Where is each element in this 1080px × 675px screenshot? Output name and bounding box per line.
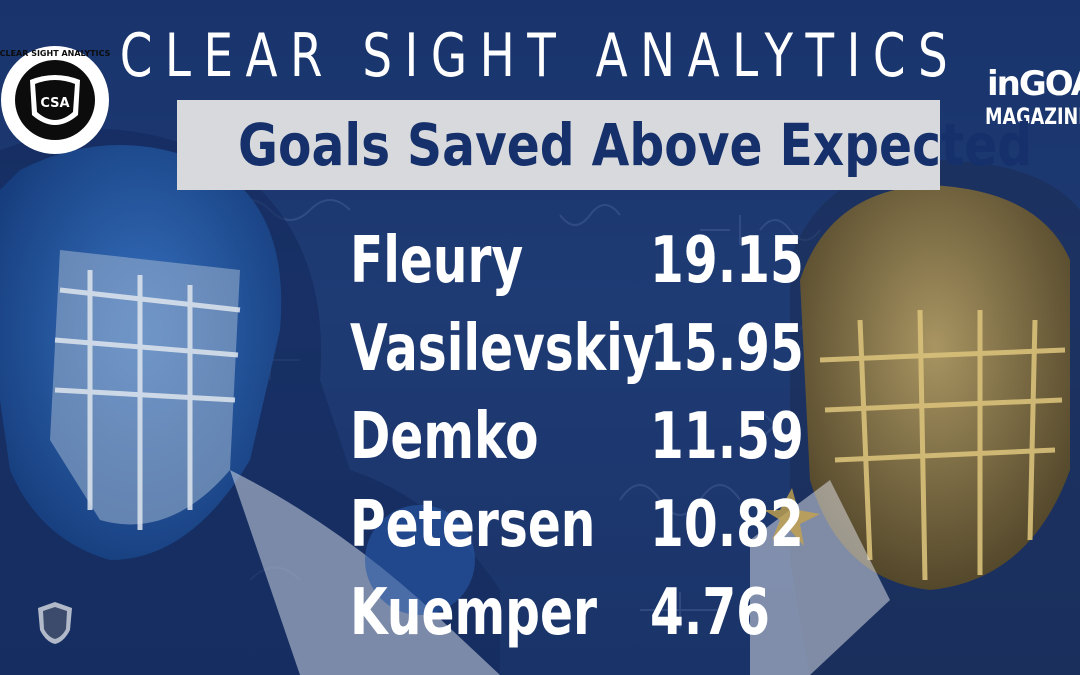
gsax-value: 10.82 [650,488,804,562]
subtitle-text: Goals Saved Above Expected [238,111,1033,179]
ingoal-magazine-logo: inGOAL MAGAZINE [985,60,1080,140]
leaderboard-row: Petersen 10.82 [0,482,1080,568]
logo-ring-text: CLEAR SIGHT ANALYTICS [0,49,111,58]
leaderboard-row: Fleury 19.15 [0,218,1080,304]
logo-badge-text: CSA [40,96,69,111]
leaderboard-row: Demko 11.59 [0,394,1080,480]
clear-sight-analytics-logo: CSA CLEAR SIGHT ANALYTICS [0,46,111,154]
leaderboard-row: Vasilevskiy 15.95 [0,306,1080,392]
goalie-name: Kuemper [350,576,597,650]
gsax-value: 15.95 [650,312,804,386]
page-title: CLEAR SIGHT ANALYTICS [119,21,961,91]
right-goalie-image [750,160,1080,675]
goalie-name: Fleury [350,224,524,298]
goalie-name: Petersen [350,488,596,562]
nhl-shield-icon [38,602,72,644]
left-goalie-image [0,128,500,675]
goalie-name: Vasilevskiy [350,312,655,386]
gsax-value: 19.15 [650,224,804,298]
magazine-text: MAGAZINE [985,105,1080,130]
leaderboard-row: Kuemper 4.76 [0,570,1080,656]
gsax-value: 11.59 [650,400,804,474]
subtitle-banner: Goals Saved Above Expected [177,100,1033,190]
goalie-name: Demko [350,400,539,474]
ingoal-text: inGOAL [987,64,1080,104]
gsax-value: 4.76 [650,576,771,650]
